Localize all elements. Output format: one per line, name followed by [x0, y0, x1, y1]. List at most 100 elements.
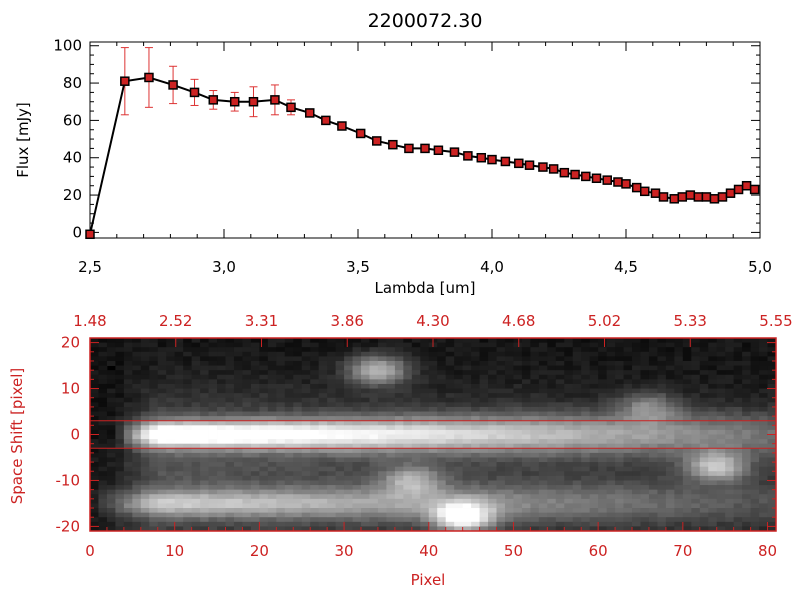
spectral-image-cell [200, 393, 209, 399]
spectral-image-cell [581, 462, 591, 468]
spectral-image-cell [657, 338, 667, 343]
spectral-image-cell [90, 508, 99, 514]
spectral-image-cell [648, 498, 658, 504]
spectral-image-cell [191, 494, 201, 500]
spectral-image-cell [259, 471, 269, 477]
spectral-image-cell [217, 425, 226, 431]
spectral-image-cell [462, 374, 472, 380]
spectral-image-cell [191, 429, 201, 435]
spectral-image-cell [759, 347, 768, 353]
spectral-image-cell [488, 356, 497, 362]
spectral-image-cell [462, 425, 472, 431]
spectral-image-cell [708, 485, 718, 491]
spectral-image-cell [725, 494, 735, 500]
spectral-image-cell [318, 342, 328, 348]
spectral-image-cell [250, 374, 260, 380]
spectral-image-cell [411, 338, 421, 343]
spectral-image-cell [361, 439, 370, 445]
spectral-image-cell [598, 471, 608, 477]
spectral-image-cell [259, 443, 269, 449]
spectral-image-cell [606, 411, 616, 417]
spectral-image-cell [318, 512, 328, 518]
spectral-image-cell [90, 370, 99, 376]
spectral-image-cell [386, 517, 396, 523]
spectral-image-cell [479, 457, 489, 463]
spectral-image-cell [259, 416, 269, 422]
spectral-image-cell [437, 406, 447, 412]
spectral-image-cell [250, 448, 260, 454]
spectral-image-cell [98, 443, 108, 449]
spectral-image-cell [183, 429, 193, 435]
spectral-image-cell [310, 397, 320, 403]
spectral-image-cell [657, 498, 667, 504]
spectral-image-cell [547, 489, 557, 495]
spectral-image-cell [648, 517, 658, 523]
spectral-image-cell [174, 370, 184, 376]
spectral-image-cell [648, 416, 658, 422]
spectral-image-cell [284, 420, 294, 426]
spectral-image-cell [276, 443, 286, 449]
spectral-image-cell [157, 434, 167, 440]
spectral-image-cell [708, 462, 718, 468]
spectral-image-cell [352, 521, 362, 527]
spectral-image-cell [657, 365, 667, 371]
spectrum-data-point [449, 147, 460, 157]
spectral-image-cell [750, 388, 760, 394]
spectral-image-cell [276, 347, 286, 353]
spectral-image-cell [284, 406, 294, 412]
spectral-image-cell [200, 503, 209, 509]
spectral-image-cell [665, 370, 675, 376]
spectral-image-cell [411, 406, 421, 412]
spectral-image-cell [115, 517, 125, 523]
spectral-image-cell [259, 494, 269, 500]
spectral-image-cell [191, 512, 201, 518]
spectral-image-cell [208, 457, 218, 463]
spectral-image-cell [293, 397, 303, 403]
spectral-image-cell [648, 406, 658, 412]
spectral-image-cell [344, 416, 353, 422]
spectral-image-cell [200, 521, 209, 527]
spectral-image-cell [284, 347, 294, 353]
spectral-image-cell [496, 397, 506, 403]
spectral-image-cell [648, 383, 658, 389]
spectral-image-cell [623, 388, 633, 394]
spectral-image-cell [462, 406, 472, 412]
spectral-image-cell [496, 388, 506, 394]
spectral-image-cell [327, 411, 337, 417]
spectral-image-cell [276, 342, 286, 348]
spectral-image-cell [496, 512, 506, 518]
spectral-image-cell [615, 503, 624, 509]
spectral-image-cell [123, 489, 133, 495]
spectral-image-cell [335, 351, 345, 357]
spectral-image-cell [742, 416, 751, 422]
spectral-image-cell [674, 416, 684, 422]
spectral-image-cell [361, 457, 370, 463]
spectral-image-cell [318, 374, 328, 380]
spectral-image-cell [504, 439, 514, 445]
spectrum-data-point [476, 152, 487, 163]
spectral-image-cell [759, 512, 768, 518]
spectral-image-cell [589, 475, 599, 481]
spectral-image-cell [225, 402, 235, 408]
spectral-image-cell [344, 508, 353, 514]
spectral-image-cell [403, 383, 413, 389]
spectral-image-cell [547, 439, 557, 445]
spectral-image-cell [479, 462, 489, 468]
spectral-image-cell [462, 388, 472, 394]
spectral-image-cell [708, 434, 718, 440]
spectral-image-cell [352, 351, 362, 357]
spectral-image-cell [742, 439, 751, 445]
spectral-image-cell [208, 471, 218, 477]
spectral-image-cell [428, 370, 438, 376]
spectral-image-cell [394, 521, 404, 527]
spectral-image-cell [437, 374, 447, 380]
spectral-image-cell [640, 489, 650, 495]
spectral-image-cell [106, 342, 116, 348]
spectral-image-cell [640, 448, 650, 454]
spectral-image-cell [632, 420, 641, 426]
spectral-image-cell [581, 365, 591, 371]
spectral-image-cell [318, 379, 328, 385]
spectral-image-cell [674, 379, 684, 385]
spectral-image-cell [632, 416, 641, 422]
spectral-image-cell [166, 512, 176, 518]
